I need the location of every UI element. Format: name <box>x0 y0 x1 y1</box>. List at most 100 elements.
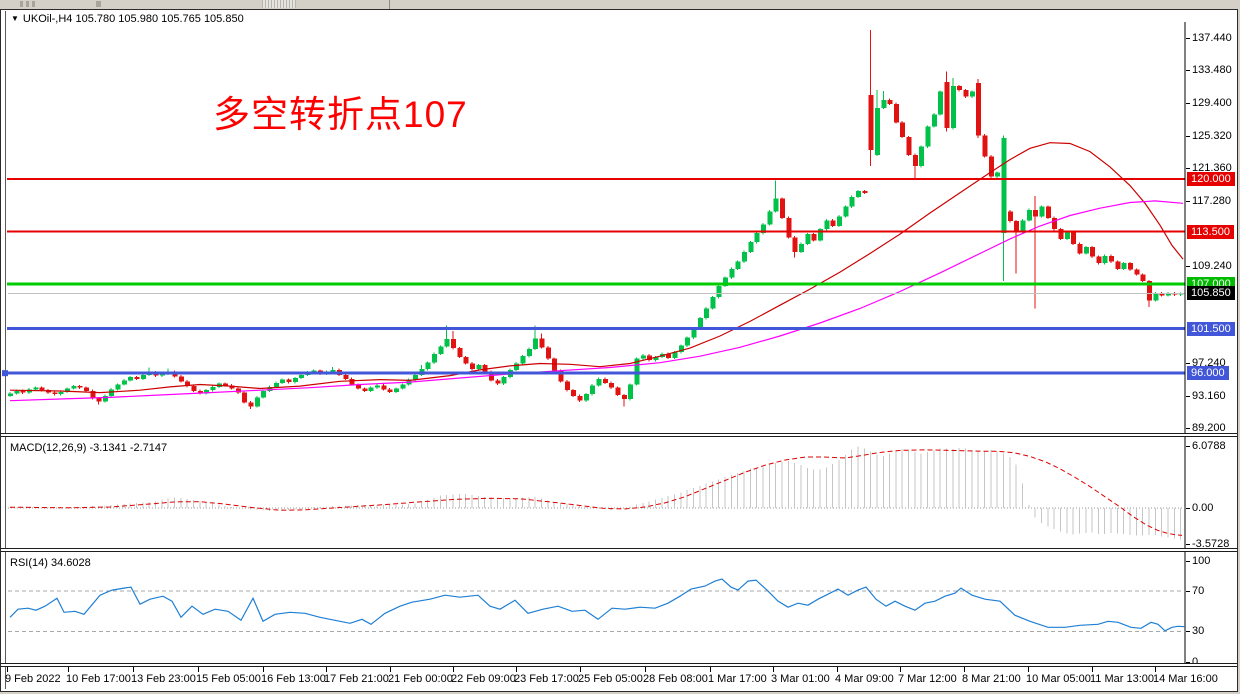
candle-body <box>742 251 748 262</box>
candle-body <box>558 370 564 382</box>
time-tick <box>1155 667 1156 672</box>
candle-body <box>330 369 336 372</box>
candle-body <box>1090 246 1096 257</box>
candle-body <box>545 347 551 359</box>
price-badge-120.000: 120.000 <box>1187 172 1235 187</box>
text-annotation[interactable]: 多空转折点107 <box>213 94 468 135</box>
candle-body <box>843 206 849 217</box>
candle-body <box>191 386 197 391</box>
candle-body <box>773 198 779 212</box>
price-tick-label: 125.320 <box>1192 130 1232 143</box>
candle-body <box>1026 209 1032 221</box>
candle-body <box>944 81 950 129</box>
candle-body <box>20 390 26 393</box>
candle-body <box>552 358 558 371</box>
candle-body <box>950 86 956 129</box>
candle-body <box>1109 255 1115 262</box>
candle-body <box>444 339 450 347</box>
chart-window[interactable] <box>0 9 1238 692</box>
candle-body <box>1134 269 1140 275</box>
candle-body <box>830 220 836 226</box>
candle-body <box>109 389 115 396</box>
hline-objects[interactable] <box>2 178 1185 377</box>
price-tick-label: 137.440 <box>1192 32 1232 44</box>
candle-body <box>457 348 463 357</box>
candle-body <box>39 387 45 391</box>
candle-body <box>754 233 760 243</box>
candle-body <box>52 392 58 395</box>
candle-body <box>520 356 526 364</box>
candle-body <box>431 353 437 363</box>
candle-body <box>311 370 317 373</box>
candle-body <box>1064 232 1070 239</box>
candle-body <box>140 374 146 379</box>
time-tick <box>710 667 711 672</box>
candle-body <box>362 388 368 391</box>
panel-divider-main-macd[interactable] <box>1 433 1237 437</box>
candle-body <box>855 191 861 197</box>
candle-body <box>229 385 235 389</box>
candle-body <box>115 384 121 390</box>
candle-body <box>634 358 640 385</box>
candlesticks[interactable] <box>8 30 1184 410</box>
toolbar-mark <box>20 1 23 7</box>
candle-body <box>1159 293 1165 296</box>
price-tick-dash <box>1186 168 1190 170</box>
candle-body <box>178 376 184 382</box>
candle-body <box>1140 274 1146 281</box>
time-tick <box>263 667 264 672</box>
rsi-tick-label: 70 <box>1192 585 1205 598</box>
macd-panel[interactable] <box>8 446 1185 540</box>
time-axis-label: 4 Mar 09:00 <box>835 673 894 685</box>
candle-body <box>881 99 887 108</box>
candle-body <box>64 388 70 392</box>
current-price-badge: 105.850 <box>1187 286 1235 301</box>
rsi-tick-dash <box>1186 561 1190 562</box>
time-tick <box>1028 667 1029 672</box>
toolbar-separator <box>389 0 390 9</box>
time-tick <box>1092 667 1093 672</box>
moving-averages <box>9 142 1184 402</box>
candle-body <box>653 356 659 361</box>
time-axis-label: 13 Feb 23:00 <box>131 673 196 685</box>
candle-body <box>988 156 994 177</box>
hline-anchor-marker[interactable] <box>2 370 8 377</box>
candle-body <box>292 378 298 383</box>
candle-body <box>824 220 830 230</box>
candle-body <box>963 90 969 97</box>
candle-body <box>438 346 444 354</box>
candle-body <box>628 384 634 400</box>
toolbar-mark <box>32 1 35 7</box>
candle-body <box>495 380 501 384</box>
time-tick <box>964 667 965 672</box>
chart-title: ▼ UKOil-,H4 105.780 105.980 105.765 105.8… <box>11 13 244 25</box>
panel-divider-macd-rsi[interactable] <box>1 548 1237 552</box>
candle-body <box>1128 263 1134 270</box>
macd-tick-dash <box>1186 544 1190 546</box>
candle-body <box>887 99 893 104</box>
candle-body <box>590 385 596 395</box>
symbol-dropdown-arrow[interactable]: ▼ <box>11 14 19 23</box>
candle-body <box>96 398 102 402</box>
price-badge-113.500: 113.500 <box>1187 224 1234 239</box>
candle-body <box>1052 217 1058 230</box>
candle-body <box>280 379 286 383</box>
candle-body <box>704 308 710 319</box>
time-axis-label: 21 Feb 00:00 <box>388 673 453 685</box>
macd-tick-dash <box>1186 445 1190 447</box>
rsi-panel[interactable] <box>8 578 1186 632</box>
candle-body <box>780 198 786 218</box>
candle-body <box>957 86 963 91</box>
candle-body <box>1121 263 1127 269</box>
candle-body <box>102 395 108 402</box>
candle-body <box>77 386 83 388</box>
candle-body <box>273 382 279 387</box>
candle-body <box>1007 211 1013 222</box>
price-tick-dash <box>1186 396 1190 398</box>
candle-body <box>969 91 975 97</box>
candle-body <box>710 297 716 309</box>
price-tick-dash <box>1186 428 1190 430</box>
candle-body <box>476 365 482 370</box>
candle-body <box>609 382 615 388</box>
